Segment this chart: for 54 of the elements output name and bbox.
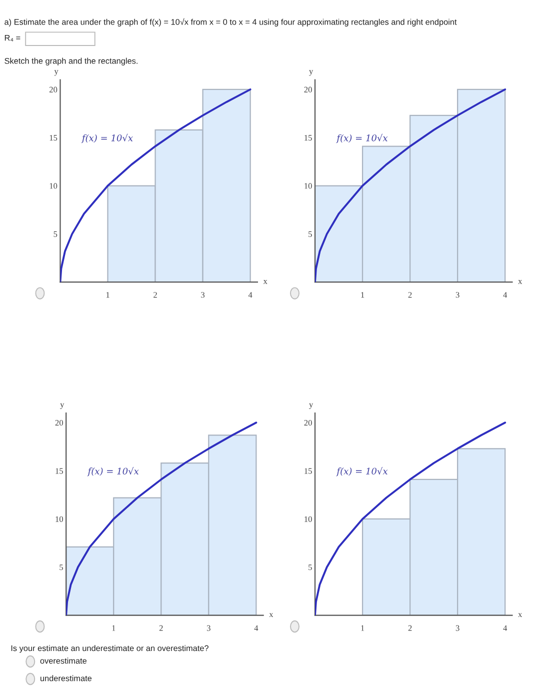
y-tick-label: 20 [49,86,58,92]
x-tick-label: 2 [159,625,163,631]
x-tick-label: 2 [408,292,412,298]
x-axis-title: x [269,613,274,618]
line-series [315,422,506,616]
x-tick-label: 1 [112,625,116,631]
y-tick-label: 10 [50,183,58,189]
y-tick-label: 15 [304,468,312,474]
x-tick-label: 2 [408,625,412,631]
y-tick-label: 5 [308,231,312,237]
y-tick-label: 10 [304,516,312,522]
annotation: f(x) = 10√x [81,134,133,144]
y-tick-label: 20 [304,86,312,92]
x-tick-label: 1 [106,292,110,298]
x-tick-label: 3 [201,292,205,298]
x-tick-label: 4 [254,625,258,631]
x-axis-title: x [518,280,522,284]
y-axis-title: y [309,70,314,76]
y-tick-label: 15 [56,468,63,474]
y-tick-label: 5 [60,564,63,570]
x-tick-label: 2 [154,292,157,298]
y-axis-title: y [54,70,58,76]
x-tick-label: 1 [361,625,364,631]
y-tick-label: 20 [55,420,63,426]
line-series [66,422,258,616]
y-tick-label: 20 [304,420,312,426]
x-tick-label: 3 [206,625,210,631]
text: underestimate [40,675,92,682]
y-tick-label: 5 [308,564,312,570]
x-tick-label: 4 [248,292,252,298]
text: a) Estimate the area under the graph of f(x) = 10√x from x = 0 to x = 4 using four approximating rectangles and right endpoint [4,18,457,26]
y-tick-label: 5 [54,231,58,237]
annotation: f(x) = 10√x [336,134,388,144]
line-series [60,88,252,282]
y-tick-label: 15 [50,134,58,141]
y-axis-title: y [309,403,314,409]
y-tick-label: 10 [56,516,63,522]
x-axis-title: x [263,280,268,284]
y-axis-title: y [60,403,64,409]
x-tick-label: 3 [456,625,460,631]
x-tick-label: 4 [503,625,508,631]
text: overestimate [40,658,87,664]
line-series [315,88,506,282]
x-tick-label: 4 [503,292,508,298]
annotation: f(x) = 10√x [87,467,139,476]
text: Is your estimate an underestimate or an overestimate? [11,645,208,653]
text: R₄ = [4,34,20,42]
y-tick-label: 15 [304,134,312,141]
x-tick-label: 3 [456,292,460,298]
y-tick-label: 10 [304,183,312,189]
x-axis-title: x [518,613,522,618]
text: Sketch the graph and the rectangles. [4,58,138,66]
x-tick-label: 1 [361,292,364,298]
annotation: f(x) = 10√x [336,467,388,476]
